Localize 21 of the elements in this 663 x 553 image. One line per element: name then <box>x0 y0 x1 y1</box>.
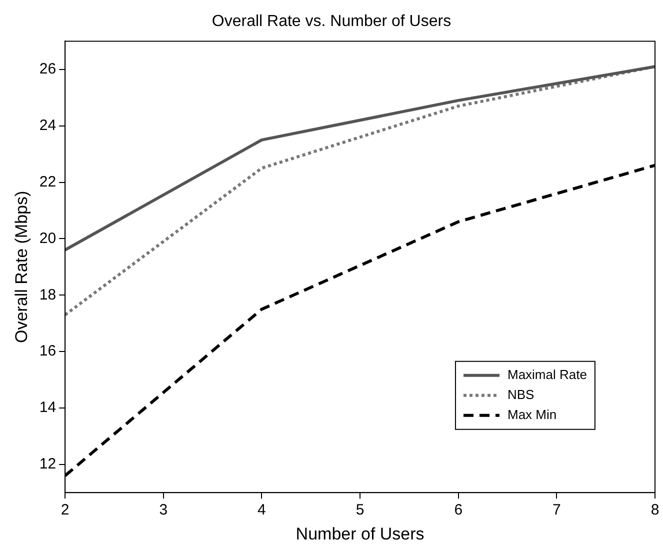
legend-label: NBS <box>507 386 535 402</box>
legend-label: Maximal Rate <box>507 366 587 382</box>
y-tick-label: 14 <box>39 399 56 416</box>
y-tick-label: 16 <box>39 342 56 360</box>
chart-title: Overall Rate vs. Number of Users <box>212 13 452 30</box>
x-axis-title: Number of Users <box>296 524 424 544</box>
legend-label: Max Min <box>507 406 557 422</box>
x-tick-label: 6 <box>454 502 463 519</box>
x-tick-label: 7 <box>552 502 561 519</box>
y-tick-label: 20 <box>39 230 56 247</box>
y-tick-label: 22 <box>39 173 56 190</box>
y-tick-label: 12 <box>39 456 56 473</box>
x-tick-label: 2 <box>60 502 70 519</box>
x-tick-label: 8 <box>650 502 660 519</box>
x-tick-label: 5 <box>356 502 364 519</box>
x-tick-label: 3 <box>159 502 168 519</box>
y-axis-title: Overall Rate (Mbps) <box>12 190 31 343</box>
y-tick-label: 26 <box>39 60 56 78</box>
y-tick-label: 18 <box>39 286 56 304</box>
y-tick-label: 24 <box>39 116 56 134</box>
x-tick-label: 4 <box>258 502 266 519</box>
